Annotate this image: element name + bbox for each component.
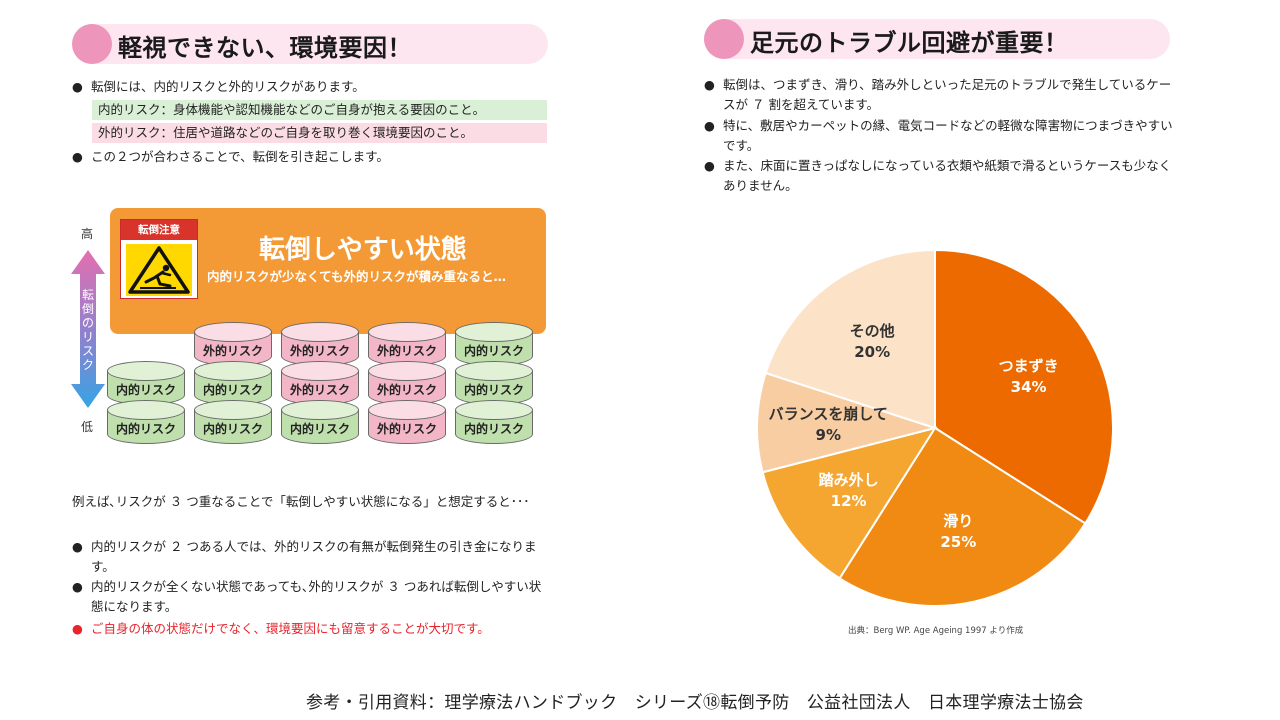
- pie-label-misstep: 踏み外し 12%: [819, 470, 879, 512]
- conclusion-bullet-1: ● 内的リスクが ２ つある人では、外的リスクの有無が転倒発生の引き金になります…: [72, 539, 537, 574]
- bullet-icon: ●: [72, 621, 83, 636]
- axis-low-label: 低: [81, 420, 94, 434]
- risk-cylinder: 外的リスク: [281, 361, 359, 405]
- risk-cylinder-label: 内的リスク: [463, 383, 524, 397]
- fall-warning-sign: 転倒注意: [120, 219, 198, 299]
- header-dot: [704, 19, 744, 59]
- risk-cylinder-label: 内的リスク: [463, 344, 524, 358]
- pie-slice-misstep: [761, 426, 938, 580]
- right-bullet-1: ● 転倒は、つまずき、滑り、踏み外しといった足元のトラブルで発生しているケースが…: [704, 77, 1172, 112]
- header-dot: [72, 24, 112, 64]
- risk-cylinder: 内的リスク: [194, 400, 272, 444]
- pie-slice-stumble: [934, 250, 1114, 525]
- conclusion-bullet-2: ● 内的リスクが全くない状態であっても､外的リスクが ３ つあれば転倒しやすい状…: [72, 579, 542, 614]
- risk-cylinder-label: 内的リスク: [202, 422, 263, 436]
- risk-cylinder: 内的リスク: [107, 361, 185, 405]
- bullet-icon: ●: [72, 149, 83, 164]
- right-bullet-3: ● また、床面に置きっぱなしになっている衣類や紙類で滑るというケースも少なくあり…: [704, 158, 1172, 193]
- pie-label-name: その他: [849, 321, 895, 340]
- bullet-icon: ●: [704, 158, 715, 173]
- risk-cylinder-label: 内的リスク: [289, 422, 350, 436]
- right-section-header: 足元のトラブル回避が重要！: [704, 19, 1170, 59]
- external-risk-definition: 外的リスク：住居や道路などのご自身を取り巻く環境要因のこと。: [92, 123, 547, 143]
- pie-label-stumble: つまずき 34%: [999, 356, 1059, 398]
- slip-hazard-icon: [126, 244, 192, 296]
- left-section-header: 軽視できない、環境要因！: [72, 24, 548, 64]
- pie-label-balance: バランスを崩して 9%: [769, 404, 888, 446]
- risk-cylinder: 内的リスク: [455, 400, 533, 444]
- risk-cylinder-label: 外的リスク: [376, 422, 437, 436]
- pie-label-value: 20%: [854, 342, 891, 361]
- pie-label-value: 12%: [830, 491, 867, 510]
- emphasis-bullet: ● ご自身の体の状態だけでなく、環境要因にも留意することが大切です。: [72, 619, 552, 639]
- example-text: 例えば､リスクが ３ つ重なることで「転倒しやすい状態になる」と想定すると･･･: [72, 494, 530, 509]
- left-section-title: 軽視できない、環境要因！: [118, 34, 412, 62]
- risk-cylinder: 内的リスク: [281, 400, 359, 444]
- risk-cylinder-label: 内的リスク: [202, 383, 263, 397]
- risk-cylinder: 内的リスク: [455, 361, 533, 405]
- chart-source: 出典：Berg WP. Age Ageing 1997 より作成: [848, 626, 1024, 636]
- pie-slice-slip: [838, 426, 1087, 606]
- pie-label-value: 9%: [815, 425, 842, 444]
- pie-label-slip: 滑り 25%: [940, 511, 976, 553]
- panel-title: 転倒しやすい状態: [259, 235, 467, 265]
- bullet-icon: ●: [704, 118, 715, 133]
- reference-footer: 参考・引用資料：理学療法ハンドブック シリーズ⑱転倒予防 公益社団法人 日本理学…: [306, 693, 1084, 713]
- internal-risk-definition: 内的リスク：身体機能や認知機能などのご自身が抱える要因のこと。: [92, 100, 547, 120]
- pie-label-name: 滑り: [943, 512, 974, 531]
- bullet-icon: ●: [72, 539, 83, 554]
- risk-cylinder: 外的リスク: [368, 322, 446, 366]
- risk-cylinder: 外的リスク: [368, 361, 446, 405]
- pie-label-name: バランスを崩して: [768, 404, 888, 423]
- risk-cylinder-label: 内的リスク: [115, 422, 176, 436]
- risk-axis-arrow: [71, 250, 105, 408]
- bullet-icon: ●: [72, 579, 83, 594]
- risk-cylinder: 内的リスク: [107, 400, 185, 444]
- risk-cylinder-label: 外的リスク: [289, 344, 350, 358]
- pie-slice-balance: [756, 371, 939, 474]
- risk-cylinder: 外的リスク: [281, 322, 359, 366]
- bullet-icon: ●: [704, 77, 715, 92]
- risk-cylinder-label: 内的リスク: [463, 422, 524, 436]
- pie-slice-other: [764, 250, 936, 430]
- bullet-icon: ●: [72, 79, 83, 94]
- risk-cylinder-label: 外的リスク: [289, 383, 350, 397]
- panel-subtitle: 内的リスクが少なくても外的リスクが積み重なると…: [207, 269, 507, 284]
- risk-cylinder: 内的リスク: [194, 361, 272, 405]
- pie-label-other: その他 20%: [850, 321, 895, 363]
- intro-bullet-2: ● この２つが合わさることで、転倒を引き起こします。: [72, 147, 552, 167]
- risk-cylinder: 内的リスク: [455, 322, 533, 366]
- risk-cylinder-label: 外的リスク: [376, 344, 437, 358]
- risk-cylinder-label: 外的リスク: [202, 344, 263, 358]
- pie-label-value: 34%: [1010, 377, 1047, 396]
- right-section-title: 足元のトラブル回避が重要！: [750, 29, 1069, 57]
- risk-cylinder-label: 内的リスク: [115, 383, 176, 397]
- axis-risk-label: 転倒のリスク: [81, 288, 94, 372]
- pie-label-value: 25%: [940, 533, 977, 552]
- intro-bullet-1: ● 転倒には、内的リスクと外的リスクがあります。: [72, 77, 552, 97]
- risk-cylinder: 外的リスク: [368, 400, 446, 444]
- pie-label-name: つまずき: [998, 356, 1059, 375]
- axis-high-label: 高: [81, 227, 94, 241]
- warning-sign-label: 転倒注意: [121, 220, 197, 240]
- fall-cause-pie-chart: [756, 250, 1114, 606]
- right-bullet-2: ● 特に、敷居やカーペットの縁、電気コードなどの軽微な障害物につまづきやすいです…: [704, 118, 1173, 153]
- pie-label-name: 踏み外し: [818, 470, 879, 489]
- risk-cylinder: 外的リスク: [194, 322, 272, 366]
- risk-cylinder-label: 外的リスク: [376, 383, 437, 397]
